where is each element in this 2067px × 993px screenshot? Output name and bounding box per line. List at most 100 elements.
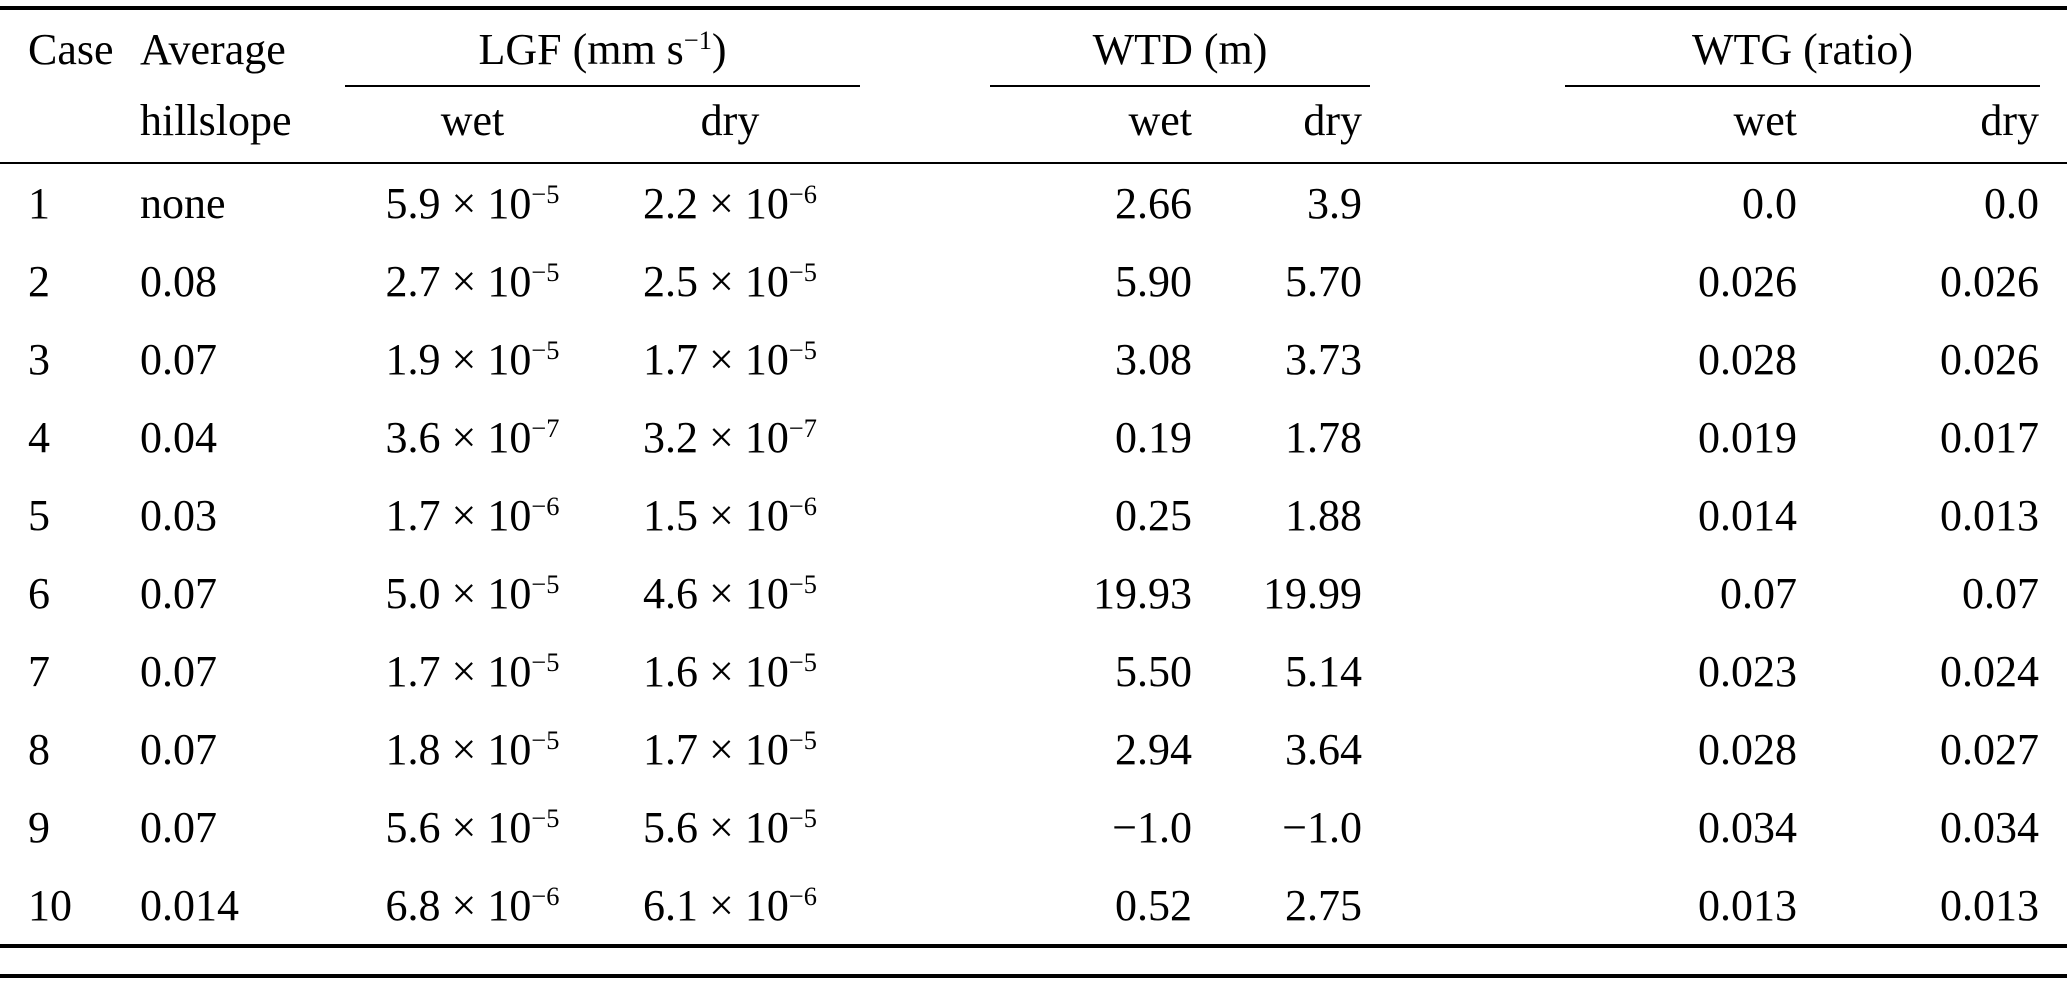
exponent: −5 [788,724,817,755]
cell-wtd-dry: 19.99 [1263,568,1363,618]
table-row: 10 0.014 6.8 × 10−6 6.1 × 10−6 0.52 2.75 0.013… [0,866,2067,948]
table-row: 8 0.07 1.8 × 10−5 1.7 × 10−5 2.94 3.64 0.028 0.… [0,710,2067,788]
cell-wtd-dry: 1.88 [1285,490,1363,540]
col-header-hillslope: hillslope [140,87,345,164]
col-group-lgf: LGF (mm s−1) [345,8,861,87]
exponent: −5 [788,334,817,365]
cell-wtd-dry: −1.0 [1282,802,1363,852]
header-row-groups: Case Average LGF (mm s−1) WTD (m) WTG (r… [0,8,2067,87]
cell-wtg-wet: 0.023 [1698,646,1798,696]
cell-wtg-dry: 0.024 [1940,646,2040,696]
exponent: −6 [531,490,560,521]
cell-wtg-dry: 0.017 [1940,412,2040,462]
cell-hillslope: 0.07 [140,646,217,696]
cell-wtd-dry: 3.9 [1307,178,1363,228]
cell-wtd-wet: 5.50 [1115,646,1193,696]
exponent: −5 [531,178,560,209]
cell-lgf-wet: 1.7 × 10−5 [385,646,560,696]
cell-wtd-dry: 3.73 [1285,334,1363,384]
cell-lgf-wet: 6.8 × 10−6 [345,866,600,948]
cell-wtg-wet: 0.026 [1698,256,1798,306]
cell-wtg-wet: 0.014 [1698,490,1798,540]
col-header-wtg-wet: wet [1370,87,1806,164]
cell-lgf-wet: 3.6 × 10−7 [385,412,560,462]
lgf-group-close: ) [711,25,727,74]
exponent: −5 [788,256,817,287]
cell-wtg-dry: 0.026 [1940,256,2040,306]
exponent: −6 [788,178,817,209]
exponent: −5 [788,568,817,599]
col-header-wtd-dry: dry [1200,87,1371,164]
cell-lgf-dry: 2.5 × 10−5 [643,256,817,306]
col-header-case-spacer [0,87,140,164]
cell-wtg-dry: 0.013 [1805,866,2067,948]
exponent: −5 [531,568,560,599]
cell-wtd-wet: 3.08 [1115,334,1193,384]
cell-wtd-dry: 3.64 [1285,724,1363,774]
cell-lgf-dry: 1.7 × 10−5 [643,334,817,384]
bottom-gap [0,948,2067,974]
cell-hillslope: 0.07 [140,334,217,384]
cell-hillslope: 0.014 [140,866,345,948]
col-header-lgf-wet: wet [345,87,600,164]
header-row-sub: hillslope wet dry wet dry wet dry [0,87,2067,164]
cell-lgf-dry: 3.2 × 10−7 [643,412,817,462]
cell-wtg-wet: 0.019 [1698,412,1798,462]
cell-hillslope: none [140,178,226,228]
cell-wtd-wet: 0.25 [1115,490,1193,540]
lgf-group-text: LGF (mm s [478,25,684,74]
cell-wtg-wet: 0.028 [1698,724,1798,774]
cell-hillslope: 0.03 [140,490,217,540]
table-row: 6 0.07 5.0 × 10−5 4.6 × 10−5 19.93 19.99 0.07 0… [0,554,2067,632]
cell-wtg-wet: 0.0 [1742,178,1798,228]
cell-case: 2 [28,256,50,306]
cell-wtg-dry: 0.07 [1962,568,2040,618]
cell-lgf-wet: 5.0 × 10−5 [385,568,560,618]
cell-case: 3 [28,334,50,384]
exponent: −5 [531,802,560,833]
cell-hillslope: 0.07 [140,724,217,774]
cell-hillslope: 0.04 [140,412,217,462]
cell-wtd-dry: 5.70 [1285,256,1363,306]
cell-wtg-dry: 0.013 [1940,490,2040,540]
cell-case: 7 [28,646,50,696]
cell-lgf-wet: 1.7 × 10−6 [385,490,560,540]
wtd-group-label: WTD (m) [990,24,1371,87]
cell-hillslope: 0.08 [140,256,217,306]
cell-lgf-wet: 5.6 × 10−5 [385,802,560,852]
cell-lgf-dry: 1.5 × 10−6 [643,490,817,540]
cell-lgf-dry: 1.7 × 10−5 [643,724,817,774]
exponent: −7 [788,412,817,443]
cell-wtg-dry: 0.027 [1940,724,2040,774]
cell-lgf-dry: 4.6 × 10−5 [643,568,817,618]
cell-wtd-wet: −1.0 [1112,802,1193,852]
cell-wtg-wet: 0.07 [1720,568,1798,618]
cell-wtd-wet: 2.94 [1115,724,1193,774]
cell-lgf-wet: 2.7 × 10−5 [385,256,560,306]
exponent: −5 [788,802,817,833]
cell-lgf-wet: 5.9 × 10−5 [385,178,560,228]
cell-hillslope: 0.07 [140,568,217,618]
exponent: −6 [788,880,817,911]
cell-lgf-dry: 1.6 × 10−5 [643,646,817,696]
cell-wtg-wet: 0.034 [1698,802,1798,852]
cell-lgf-dry: 6.1 × 10−6 [600,866,861,948]
col-header-case: Case [28,25,114,74]
col-header-wtd-wet: wet [860,87,1201,164]
exponent: −5 [531,334,560,365]
col-group-wtd: WTD (m) [860,8,1371,87]
bottom-rule [0,974,2067,978]
cell-wtd-dry: 5.14 [1285,646,1363,696]
table-header: Case Average LGF (mm s−1) WTD (m) WTG (r… [0,8,2067,164]
cell-case: 10 [0,866,140,948]
cell-case: 5 [28,490,50,540]
exponent: −5 [531,724,560,755]
cell-wtd-wet: 5.90 [1115,256,1193,306]
exponent: −6 [531,880,560,911]
exponent: −6 [788,490,817,521]
wtg-group-label: WTG (ratio) [1565,24,2041,87]
table-row: 1 none 5.9 × 10−5 2.2 × 10−6 2.66 3.9 0.0 0.0 [0,163,2067,242]
cell-wtd-wet: 2.66 [1115,178,1193,228]
cell-wtg-dry: 0.0 [1984,178,2040,228]
table-row: 5 0.03 1.7 × 10−6 1.5 × 10−6 0.25 1.88 0.014 0.… [0,476,2067,554]
